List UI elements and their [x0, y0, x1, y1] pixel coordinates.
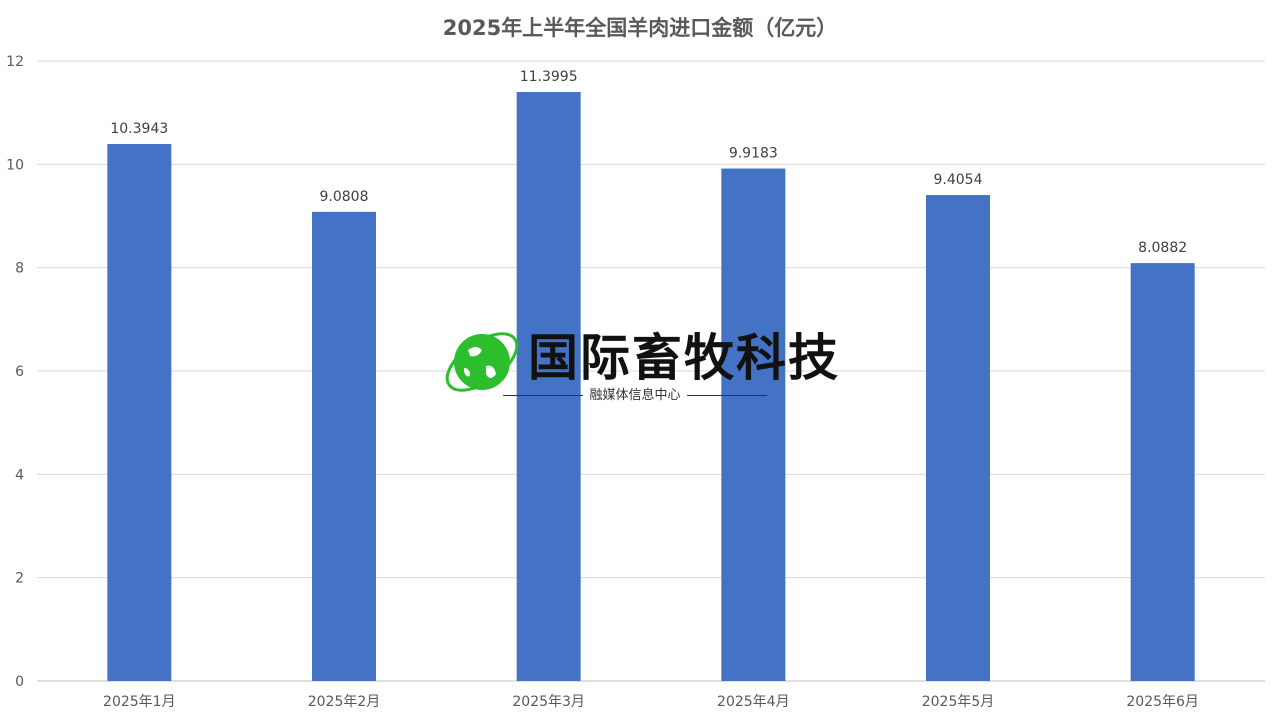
watermark-subtitle: 融媒体信息中心: [440, 384, 830, 403]
data-label: 11.3995: [520, 69, 578, 85]
y-tick-label: 8: [15, 261, 24, 277]
x-tick-label: 2025年6月: [1126, 694, 1199, 710]
x-tick-label: 2025年5月: [922, 694, 995, 710]
y-tick-label: 0: [15, 674, 24, 690]
data-label: 8.0882: [1138, 240, 1187, 256]
data-label: 9.4054: [934, 172, 983, 188]
bar: [721, 168, 786, 681]
y-tick-label: 12: [6, 54, 24, 70]
data-label: 9.0808: [320, 189, 369, 205]
bar: [1130, 263, 1195, 681]
watermark: 国际畜牧科技 融媒体信息中心: [440, 318, 840, 404]
chart-title: 2025年上半年全国羊肉进口金额（亿元）: [442, 16, 838, 40]
watermark-name: 国际畜牧科技: [528, 329, 840, 387]
y-tick-label: 10: [6, 157, 24, 173]
x-tick-label: 2025年2月: [308, 694, 381, 710]
x-tick-label: 2025年4月: [717, 694, 790, 710]
y-tick-label: 4: [15, 467, 24, 483]
bar: [312, 211, 376, 682]
y-tick-label: 2: [15, 571, 24, 587]
x-tick-label: 2025年1月: [103, 694, 176, 710]
x-tick-label: 2025年3月: [512, 694, 585, 710]
data-label: 9.9183: [729, 146, 778, 162]
bar: [107, 143, 172, 681]
globe-logo-icon: [445, 332, 519, 392]
bar: [926, 195, 990, 682]
y-tick-label: 6: [15, 364, 24, 380]
data-label: 10.3943: [110, 121, 168, 137]
